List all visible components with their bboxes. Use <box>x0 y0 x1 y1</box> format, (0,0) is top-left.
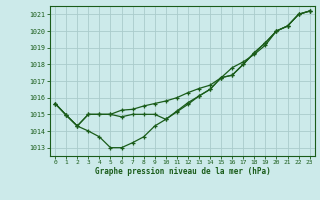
X-axis label: Graphe pression niveau de la mer (hPa): Graphe pression niveau de la mer (hPa) <box>94 167 270 176</box>
